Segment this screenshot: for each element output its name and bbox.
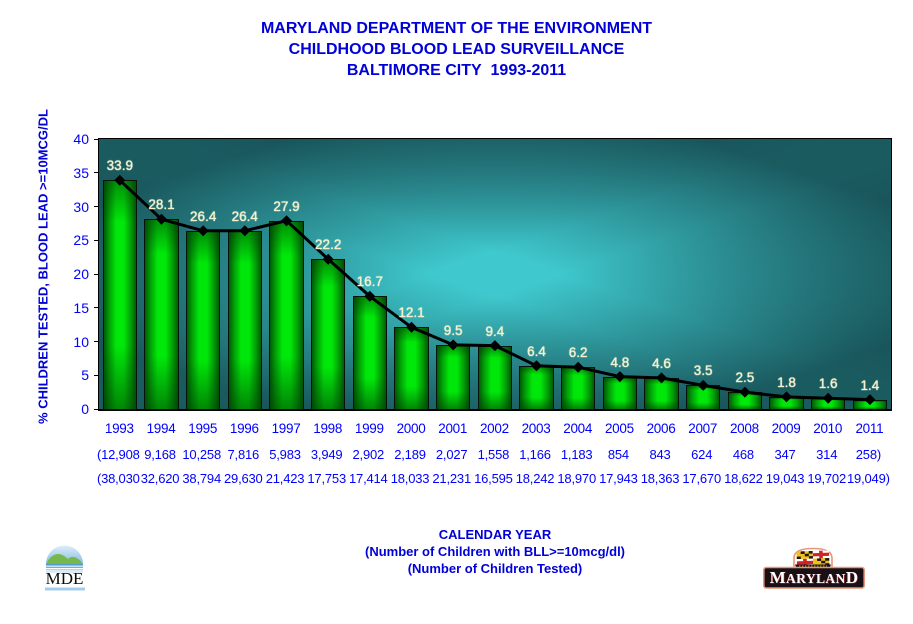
svg-text:MDE: MDE — [46, 569, 84, 588]
svg-text:MARYLAND: MARYLAND — [770, 568, 859, 587]
